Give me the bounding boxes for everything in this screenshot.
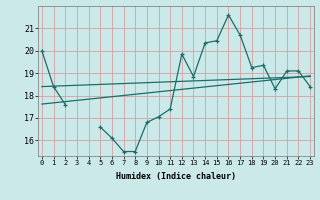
- X-axis label: Humidex (Indice chaleur): Humidex (Indice chaleur): [116, 172, 236, 181]
